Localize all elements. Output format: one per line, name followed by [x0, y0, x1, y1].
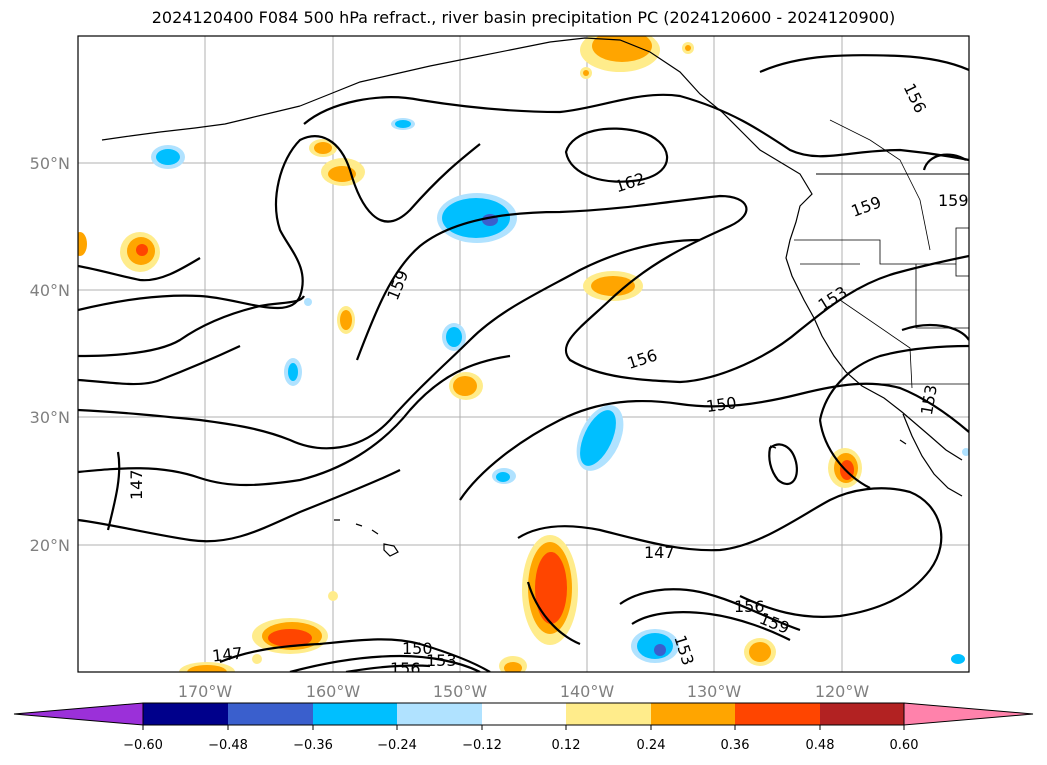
contour-label: 150: [402, 639, 433, 658]
lat-label: 40°N: [30, 281, 70, 300]
contour-label: 153: [426, 651, 457, 670]
lon-label: 120°W: [815, 682, 870, 701]
colorbar-bin: [482, 703, 566, 725]
colorbar-bin: [651, 703, 735, 725]
lon-label: 130°W: [687, 682, 742, 701]
colorbar: −0.60 −0.48 −0.36 −0.24 −0.12 0.12 0.24 …: [13, 702, 1034, 753]
colorbar-frame: [142, 702, 905, 726]
contour-label: 150: [705, 393, 738, 416]
lon-label: 160°W: [306, 682, 361, 701]
precip-negative-shading: [151, 118, 969, 664]
contour-label: 147: [127, 469, 146, 500]
colorbar-extend-low: [13, 702, 144, 726]
colorbar-bin: [566, 703, 651, 725]
contour-label: 147: [211, 644, 243, 666]
colorbar-bin: [313, 703, 397, 725]
colorbar-tick-label: 0.48: [806, 738, 835, 753]
map-area: [78, 36, 969, 672]
colorbar-tick-label: −0.60: [123, 738, 163, 753]
colorbar-bin: [820, 703, 904, 725]
longitude-labels: 170°W 160°W 150°W 140°W 130°W 120°W: [178, 682, 870, 701]
colorbar-bin: [735, 703, 820, 725]
colorbar-tick-label: 0.12: [552, 738, 581, 753]
lon-label: 140°W: [560, 682, 615, 701]
lon-label: 170°W: [178, 682, 233, 701]
contour-label: 156: [734, 597, 765, 616]
contour-label: 156: [390, 659, 421, 678]
contour-label: 147: [644, 543, 675, 562]
colorbar-tick-label: −0.12: [462, 738, 502, 753]
contour-label: 159: [938, 191, 969, 210]
colorbar-bin: [397, 703, 482, 725]
colorbar-tick-label: 0.24: [637, 738, 666, 753]
lon-label: 150°W: [433, 682, 488, 701]
map-title: 2024120400 F084 500 hPa refract., river …: [151, 8, 896, 27]
precip-positive-shading: [78, 36, 862, 672]
colorbar-tick-label: −0.36: [293, 738, 333, 753]
lat-label: 20°N: [30, 536, 70, 555]
colorbar-extend-high: [903, 702, 1034, 726]
lat-label: 30°N: [30, 408, 70, 427]
colorbar-tick-label: 0.36: [721, 738, 750, 753]
colorbar-tick-label: −0.48: [208, 738, 248, 753]
lat-label: 50°N: [30, 154, 70, 173]
colorbar-bin: [228, 703, 313, 725]
refractivity-contours: [78, 54, 969, 672]
colorbar-tick-label: 0.60: [890, 738, 919, 753]
map-frame: [77, 35, 970, 673]
latitude-labels: 50°N 40°N 30°N 20°N: [30, 154, 70, 555]
colorbar-tick-label: −0.24: [377, 738, 417, 753]
colorbar-bin: [143, 703, 228, 725]
